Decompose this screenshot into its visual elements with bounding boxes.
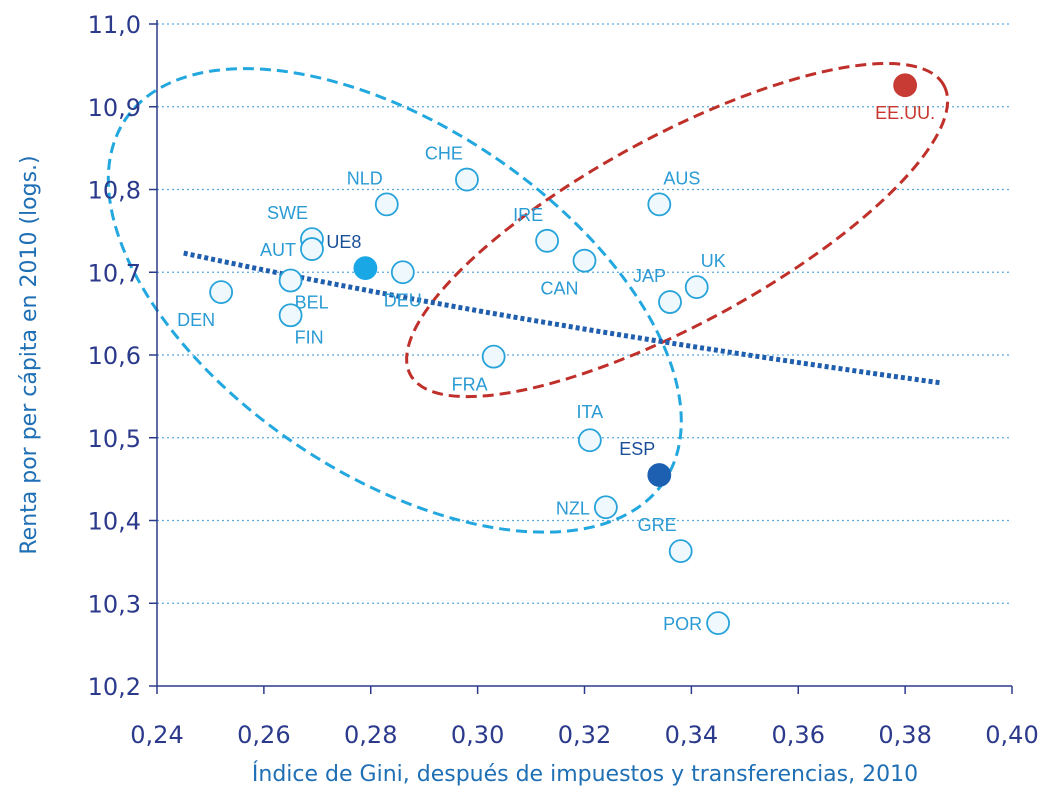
point-esp (647, 463, 672, 487)
point-label-eeuu: EE.UU. (875, 103, 935, 123)
y-tick-label: 10,9 (88, 94, 141, 122)
point-nld (374, 192, 399, 217)
point-jap (658, 290, 682, 314)
y-tick-label: 10,3 (88, 590, 141, 618)
x-tick-label: 0,40 (985, 721, 1038, 749)
y-tick-label: 10,8 (88, 177, 141, 205)
point-bel (278, 268, 303, 293)
point-label-ita: ITA (577, 402, 604, 422)
point-aus (647, 192, 672, 217)
point-deu (390, 260, 415, 285)
point-por (706, 611, 730, 636)
point-label-nzl: NZL (556, 498, 590, 518)
point-label-por: POR (663, 614, 702, 634)
point-label-fra: FRA (452, 375, 488, 395)
point-label-gre: GRE (638, 515, 677, 535)
point-gre (668, 539, 693, 564)
group-ellipse-2 (405, 61, 950, 399)
x-tick-label: 0,28 (344, 721, 397, 749)
point-label-aut: AUT (260, 240, 296, 260)
y-axis-title: Renta por per cápita en 2010 (logs.) (17, 155, 42, 554)
point-nzl (593, 495, 618, 520)
trend-line (183, 250, 943, 386)
point-ire (535, 228, 559, 253)
x-tick-label: 0,26 (237, 721, 290, 749)
point-label-nld: NLD (347, 168, 383, 188)
point-label-uk: UK (701, 251, 726, 271)
y-tick-label: 10,2 (88, 673, 141, 701)
y-tick-label: 10,6 (88, 342, 141, 370)
trend-line-layer (183, 250, 943, 386)
point-label-esp: ESP (619, 439, 655, 459)
point-label-swe: SWE (267, 203, 308, 223)
y-tick-label: 10,7 (88, 259, 141, 287)
point-label-bel: BEL (295, 293, 329, 313)
point-label-che: CHE (425, 144, 463, 164)
point-label-fin: FIN (295, 327, 324, 347)
point-can (572, 248, 597, 273)
point-aut (300, 237, 324, 261)
point-label-ire: IRE (513, 205, 543, 225)
x-tick-label: 0,38 (878, 721, 931, 749)
x-tick-label: 0,36 (772, 721, 825, 749)
y-tick-label: 10,4 (88, 508, 141, 536)
point-uk (684, 275, 709, 300)
x-axis-title: Índice de Gini, después de impuestos y t… (252, 761, 918, 787)
point-label-ue8: UE8 (326, 232, 361, 252)
x-tick-label: 0,30 (451, 721, 504, 749)
point-ita (577, 428, 602, 453)
point-eeuu (893, 73, 918, 98)
group-ellipses (106, 61, 950, 534)
point-ue8 (353, 256, 378, 281)
point-fra (481, 344, 506, 369)
point-fin (278, 303, 303, 328)
data-points: DEN SWE AUT BEL FIN UE8 NLD DEU CHE FRA IRE CAN ITA N… (177, 73, 935, 636)
y-tick-label: 10,5 (88, 425, 141, 453)
x-tick-label: 0,32 (558, 721, 611, 749)
point-label-deu: DEU (384, 290, 422, 310)
point-che (455, 167, 479, 192)
point-label-aus: AUS (663, 168, 700, 188)
axes: 10,2 10,3 10,4 10,5 10,6 10,7 10,8 10,9 11,0 0,24… (88, 11, 1039, 749)
y-tick-label: 11,0 (88, 11, 141, 39)
point-label-can: CAN (540, 279, 578, 299)
x-tick-label: 0,34 (665, 721, 718, 749)
point-label-jap: JAP (633, 266, 666, 286)
point-den (209, 280, 234, 305)
x-tick-label: 0,24 (130, 721, 183, 749)
point-label-den: DEN (177, 310, 215, 330)
